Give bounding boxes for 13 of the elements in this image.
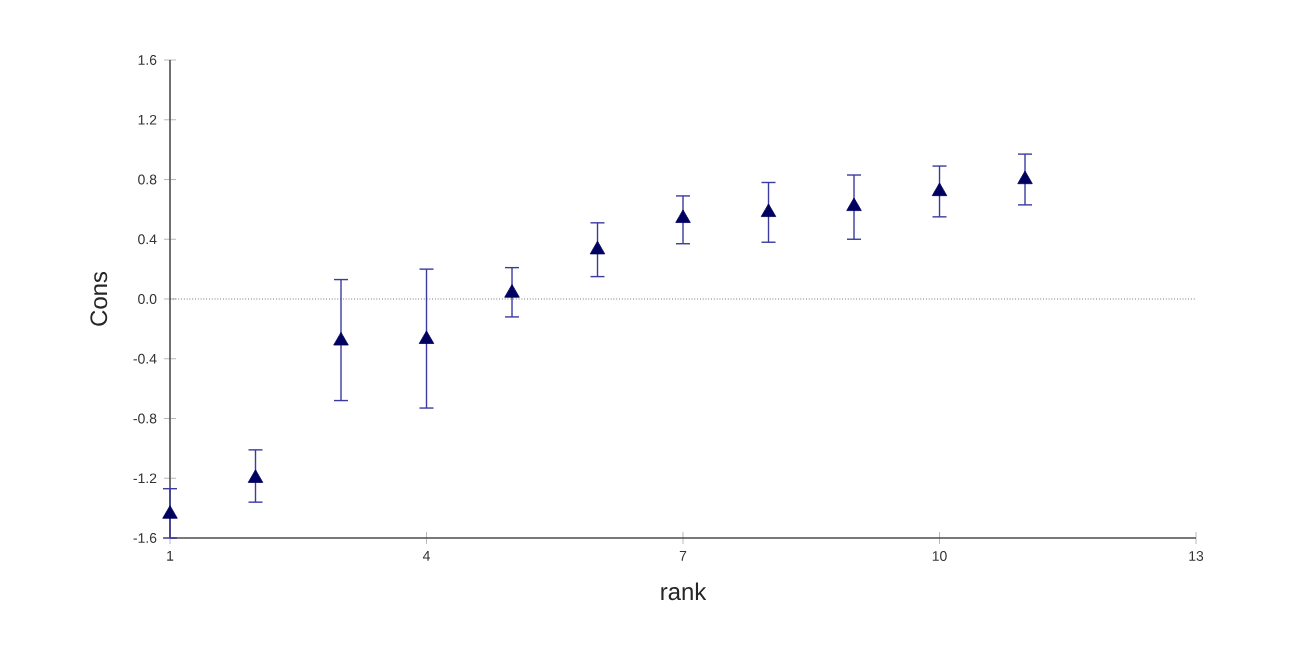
point [760, 203, 777, 217]
point [247, 469, 264, 483]
x-axis-title: rank [661, 582, 707, 601]
point [162, 505, 178, 519]
point [1017, 170, 1033, 185]
y-axis-title: Cons [90, 271, 108, 326]
point [333, 332, 349, 346]
point [418, 330, 435, 344]
point [589, 240, 606, 255]
point [675, 209, 691, 223]
point [931, 182, 948, 197]
point [846, 197, 862, 211]
point [504, 284, 520, 298]
